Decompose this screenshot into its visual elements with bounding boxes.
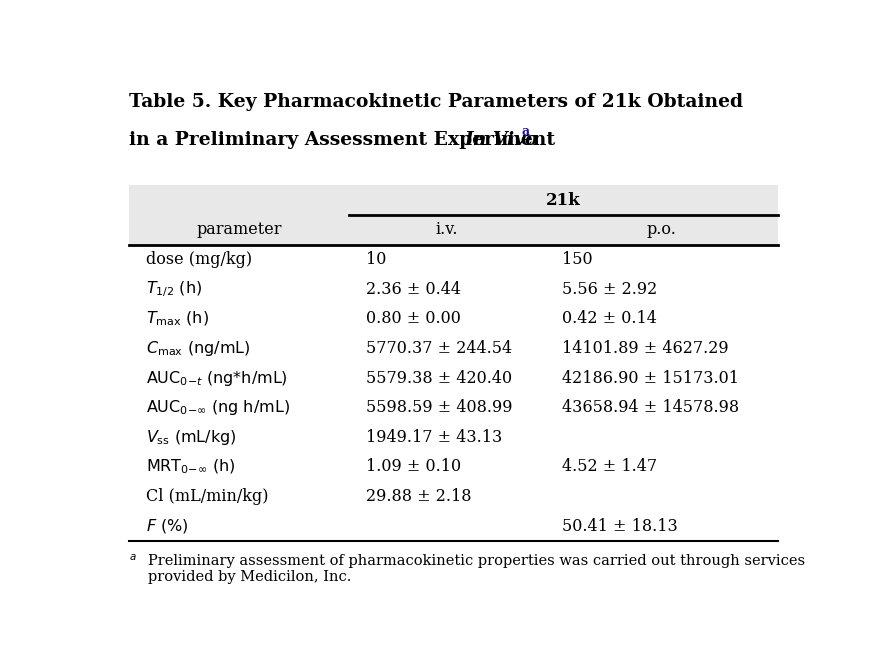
Text: 4.52 ± 1.47: 4.52 ± 1.47 bbox=[562, 458, 657, 476]
Text: 21k: 21k bbox=[546, 191, 581, 209]
Text: $\mathrm{MRT}_{0\mathsf{-}\infty}$ (h): $\mathrm{MRT}_{0\mathsf{-}\infty}$ (h) bbox=[146, 458, 235, 476]
Text: 1.09 ± 0.10: 1.09 ± 0.10 bbox=[366, 458, 461, 476]
Text: dose (mg/kg): dose (mg/kg) bbox=[146, 251, 252, 268]
Text: 0.80 ± 0.00: 0.80 ± 0.00 bbox=[366, 310, 460, 327]
Text: $T_{\mathrm{max}}$ (h): $T_{\mathrm{max}}$ (h) bbox=[146, 309, 209, 328]
Text: i.v.: i.v. bbox=[436, 221, 458, 238]
Text: 42186.90 ± 15173.01: 42186.90 ± 15173.01 bbox=[562, 370, 739, 387]
Text: 29.88 ± 2.18: 29.88 ± 2.18 bbox=[366, 488, 471, 505]
Text: 43658.94 ± 14578.98: 43658.94 ± 14578.98 bbox=[562, 399, 739, 416]
Text: 1949.17 ± 43.13: 1949.17 ± 43.13 bbox=[366, 429, 502, 446]
Text: a: a bbox=[521, 125, 529, 137]
Text: $\mathit{F}$ (%): $\mathit{F}$ (%) bbox=[146, 517, 189, 535]
Text: Table 5. Key Pharmacokinetic Parameters of 21k Obtained: Table 5. Key Pharmacokinetic Parameters … bbox=[129, 93, 744, 111]
Text: 50.41 ± 18.13: 50.41 ± 18.13 bbox=[562, 518, 678, 535]
Text: 10: 10 bbox=[366, 251, 386, 268]
Text: Preliminary assessment of pharmacokinetic properties was carried out through ser: Preliminary assessment of pharmacokineti… bbox=[148, 554, 806, 584]
Text: p.o.: p.o. bbox=[646, 221, 677, 238]
Text: in a Preliminary Assessment Experiment: in a Preliminary Assessment Experiment bbox=[129, 131, 562, 149]
Text: $\mathrm{AUC}_{0\mathsf{-}t}$ (ng*h/mL): $\mathrm{AUC}_{0\mathsf{-}t}$ (ng*h/mL) bbox=[146, 369, 288, 388]
Text: parameter: parameter bbox=[196, 221, 282, 238]
Text: 5770.37 ± 244.54: 5770.37 ± 244.54 bbox=[366, 340, 512, 357]
Text: $V_{\mathrm{ss}}$ (mL/kg): $V_{\mathrm{ss}}$ (mL/kg) bbox=[146, 428, 237, 447]
Text: $T_{1/2}$ (h): $T_{1/2}$ (h) bbox=[146, 279, 202, 299]
Text: 2.36 ± 0.44: 2.36 ± 0.44 bbox=[366, 281, 460, 297]
FancyBboxPatch shape bbox=[129, 185, 778, 245]
Text: $\mathrm{AUC}_{0\mathsf{-}\infty}$ (ng h/mL): $\mathrm{AUC}_{0\mathsf{-}\infty}$ (ng h… bbox=[146, 398, 290, 417]
Text: Cl (mL/min/kg): Cl (mL/min/kg) bbox=[146, 488, 269, 505]
Text: 150: 150 bbox=[562, 251, 592, 268]
Text: 5.56 ± 2.92: 5.56 ± 2.92 bbox=[562, 281, 657, 297]
Text: 0.42 ± 0.14: 0.42 ± 0.14 bbox=[562, 310, 657, 327]
Text: 14101.89 ± 4627.29: 14101.89 ± 4627.29 bbox=[562, 340, 728, 357]
Text: 5598.59 ± 408.99: 5598.59 ± 408.99 bbox=[366, 399, 513, 416]
Text: $^{a}$: $^{a}$ bbox=[129, 554, 137, 568]
Text: 5579.38 ± 420.40: 5579.38 ± 420.40 bbox=[366, 370, 512, 387]
Text: $C_{\mathrm{max}}$ (ng/mL): $C_{\mathrm{max}}$ (ng/mL) bbox=[146, 339, 250, 358]
Text: In Vivo: In Vivo bbox=[465, 131, 538, 149]
